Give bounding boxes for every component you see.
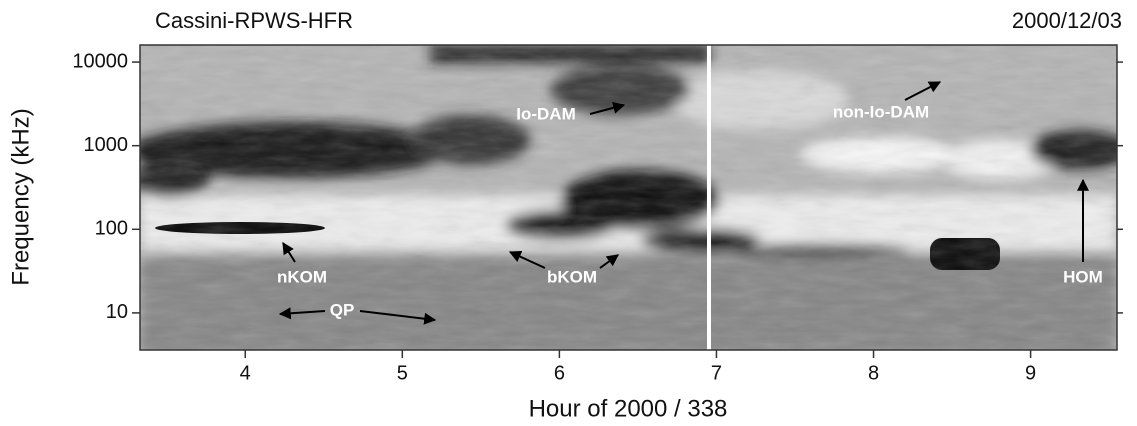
arrow (599, 254, 619, 269)
arrow (508, 251, 546, 269)
annotation: nKOM (277, 267, 327, 286)
y-axis-label: Frequency (kHz) (7, 108, 34, 285)
x-tick-label: 8 (868, 362, 879, 384)
y-tick-label: 1000 (84, 134, 129, 156)
x-tick-label: 4 (240, 362, 251, 384)
x-tick-label: 5 (397, 362, 408, 384)
annotation: non-Io-DAM (833, 102, 929, 121)
annotation: HOM (1063, 267, 1103, 286)
annotations: Io-DAM non-Io-DAM nKOM bKOM QP HOM (277, 81, 1103, 325)
chart-subtitle: 2000/12/03 (1012, 8, 1122, 33)
arrow (359, 310, 437, 325)
arrow (904, 81, 942, 101)
chart-title: Cassini-RPWS-HFR (155, 8, 353, 33)
x-tick-label: 7 (711, 362, 722, 384)
x-tick-label: 6 (554, 362, 565, 384)
x-axis-label: Hour of 2000 / 338 (529, 395, 728, 422)
y-tick-label: 10000 (72, 50, 128, 72)
annotation: Io-DAM (516, 104, 575, 123)
x-tick-label: 9 (1025, 362, 1036, 384)
arrow (282, 241, 296, 263)
spectrogram-image (140, 45, 1117, 350)
arrow (589, 101, 626, 115)
annotation: QP (330, 300, 355, 319)
y-tick-label: 10 (106, 301, 128, 323)
arrow (278, 307, 326, 320)
annotation: bKOM (547, 267, 597, 286)
y-tick-label: 100 (95, 218, 128, 240)
plot-frame (139, 44, 1118, 351)
